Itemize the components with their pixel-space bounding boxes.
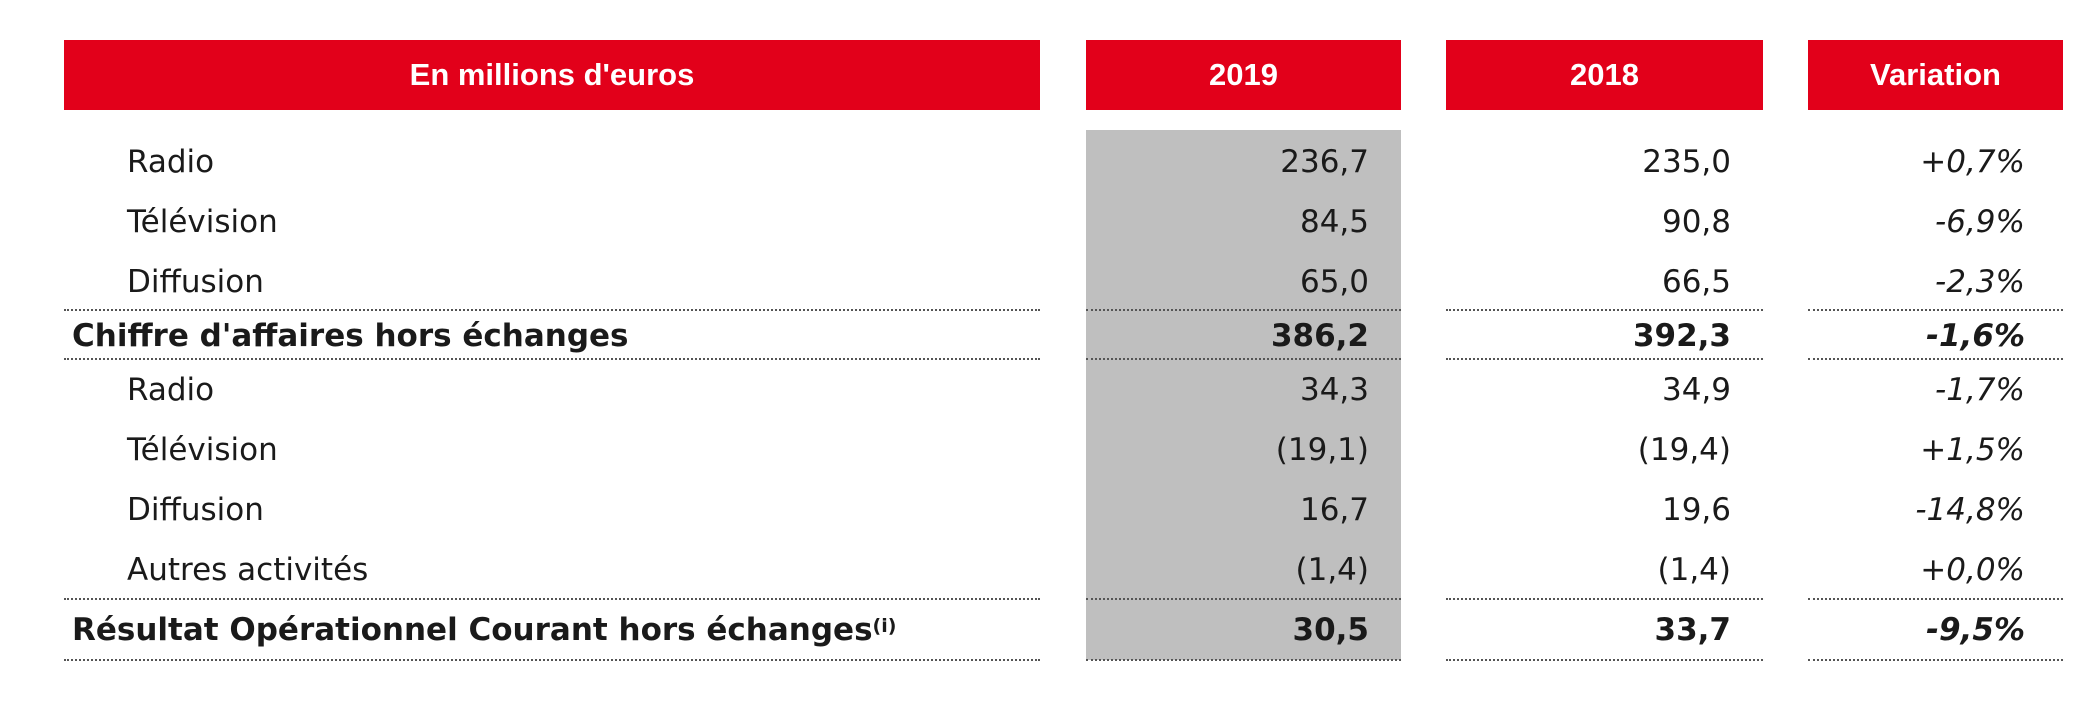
divider-line [64,598,1040,600]
table-row-total: Résultat Opérationnel Courant hors échan… [0,600,2100,660]
header-variation-cell: Variation [1808,40,2063,110]
value-2019: 386,2 [1270,318,1369,354]
value-2018: 235,0 [1642,144,1731,180]
divider-line [1086,309,1401,311]
value-2018: 34,9 [1661,372,1731,408]
value-2018: 33,7 [1654,612,1732,648]
divider-line [1808,659,2063,661]
row-label-with-footnote: Résultat Opérationnel Courant hors échan… [64,600,1040,660]
value-variation: +0,7% [1920,144,2025,180]
value-2018: 90,8 [1661,204,1731,240]
value-variation: -14,8% [1915,492,2025,528]
column-2019-highlight [1086,130,1401,660]
divider-line [64,358,1040,360]
table-row-total: Chiffre d'affaires hors échanges 386,2 3… [0,306,2100,366]
header-label-cell: En millions d'euros [64,40,1040,110]
value-2019: (1,4) [1295,552,1370,588]
table-row: Autres activités (1,4) (1,4) +0,0% [0,540,2100,600]
value-variation: -9,5% [1926,612,2025,648]
table-row: Diffusion 16,7 19,6 -14,8% [0,480,2100,540]
value-2018: (1,4) [1657,552,1732,588]
value-2019: 16,7 [1299,492,1369,528]
divider-line [1446,358,1763,360]
header-2019: 2019 [1209,57,1278,92]
row-label: Radio [127,372,215,408]
value-variation: -1,6% [1926,318,2025,354]
divider-line [1808,309,2063,311]
table-row: Radio 34,3 34,9 -1,7% [0,360,2100,420]
divider-line [1086,598,1401,600]
header-label: En millions d'euros [409,57,695,92]
row-label: Diffusion [127,264,264,300]
value-2019: 34,3 [1299,372,1369,408]
divider-line [1446,309,1763,311]
row-label: Télévision [127,432,278,468]
header-2019-cell: 2019 [1086,40,1401,110]
table-row: Télévision 84,5 90,8 -6,9% [0,192,2100,252]
header-variation: Variation [1870,57,2001,92]
value-variation: -2,3% [1935,264,2025,300]
value-2018: (19,4) [1637,432,1731,468]
row-label: Radio [127,144,215,180]
divider-line [1086,358,1401,360]
value-2018: 392,3 [1632,318,1731,354]
row-label: Télévision [127,204,278,240]
value-2018: 66,5 [1661,264,1731,300]
value-2019: (19,1) [1275,432,1369,468]
table-row: Radio 236,7 235,0 +0,7% [0,132,2100,192]
divider-line [64,659,1040,661]
value-variation: +1,5% [1920,432,2025,468]
footnote-marker: (i) [872,615,897,637]
divider-line [64,309,1040,311]
value-2018: 19,6 [1661,492,1731,528]
value-2019: 65,0 [1299,264,1369,300]
row-label: Autres activités [127,552,369,588]
table-row: Télévision (19,1) (19,4) +1,5% [0,420,2100,480]
value-2019: 84,5 [1299,204,1369,240]
divider-line [1808,598,2063,600]
divider-line [1086,659,1401,661]
divider-line [1446,598,1763,600]
header-2018: 2018 [1570,57,1639,92]
value-2019: 236,7 [1280,144,1369,180]
value-2019: 30,5 [1292,612,1370,648]
table-row: Diffusion 65,0 66,5 -2,3% [0,252,2100,312]
value-variation: -6,9% [1935,204,2025,240]
row-label: Chiffre d'affaires hors échanges [72,318,629,354]
header-2018-cell: 2018 [1446,40,1763,110]
value-variation: -1,7% [1935,372,2025,408]
divider-line [1446,659,1763,661]
row-label: Diffusion [127,492,264,528]
divider-line [1808,358,2063,360]
value-variation: +0,0% [1920,552,2025,588]
row-label: Résultat Opérationnel Courant hors échan… [72,612,873,648]
